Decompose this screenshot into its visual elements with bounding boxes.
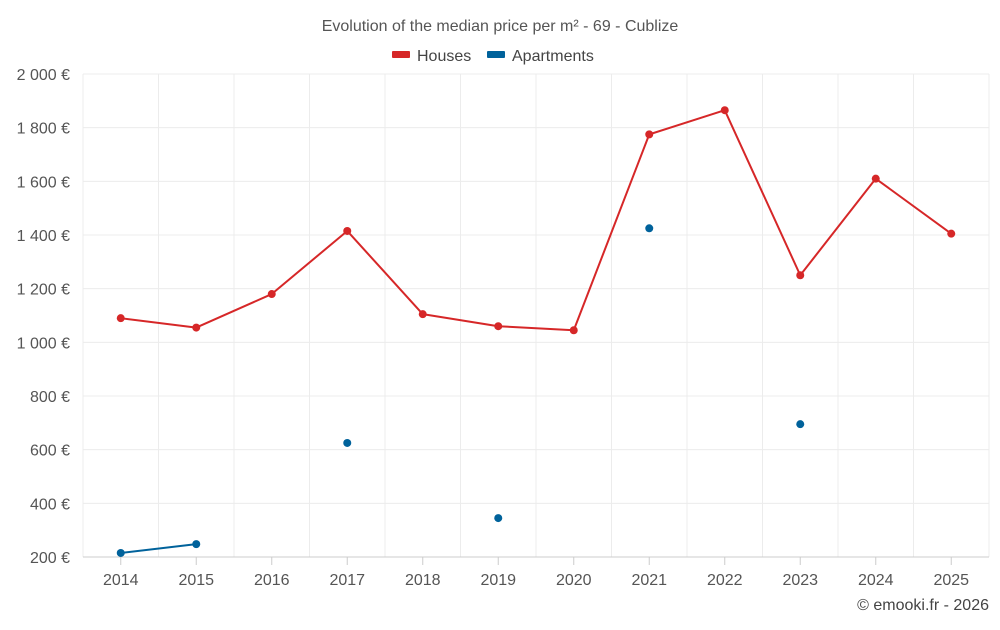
x-axis: 2014 2015 2016 2017 2018 2019 2020 2021 2022 2023… [83,556,989,589]
data-point-houses-2023[interactable] [796,271,805,280]
data-point-houses-2024[interactable] [871,174,880,183]
y-tick-label: 800 € [30,389,70,406]
credit-text: © emooki.fr - 2026 [857,597,989,614]
x-tick-label: 2019 [480,572,516,589]
x-tick-label: 2017 [329,572,365,589]
legend-swatch-apartments [487,51,505,58]
data-point-houses-2022[interactable] [720,106,729,115]
legend-swatch-houses [392,51,410,58]
legend-item-houses[interactable]: Houses [392,48,471,65]
data-point-houses-2016[interactable] [267,290,276,299]
data-point-houses-2018[interactable] [418,310,427,319]
data-point-houses-2020[interactable] [569,326,578,335]
x-tick-label: 2022 [707,572,743,589]
y-tick-label: 1 600 € [17,174,70,191]
series-apartments [116,224,805,557]
grid [82,73,990,558]
y-tick-label: 1 800 € [17,121,70,138]
y-tick-label: 1 400 € [17,228,70,245]
x-tick-label: 2016 [254,572,290,589]
legend: Houses Apartments [392,48,594,65]
x-tick-label: 2020 [556,572,592,589]
series-houses [116,106,956,335]
data-point-apartments-2014[interactable] [116,548,125,557]
x-tick-label: 2025 [933,572,969,589]
chart-title: Evolution of the median price per m² - 6… [322,18,679,35]
x-tick-label: 2023 [782,572,818,589]
y-tick-label: 1 200 € [17,282,70,299]
data-point-houses-2015[interactable] [192,323,201,332]
data-point-apartments-2023[interactable] [796,420,805,429]
data-point-houses-2019[interactable] [494,322,503,331]
data-point-apartments-2015[interactable] [192,540,201,549]
data-point-houses-2017[interactable] [343,226,352,235]
data-point-houses-2025[interactable] [947,229,956,238]
data-point-apartments-2019[interactable] [494,514,503,523]
x-tick-label: 2014 [103,572,139,589]
y-tick-label: 200 € [30,550,70,567]
data-point-apartments-2021[interactable] [645,224,654,233]
series-line-houses [120,109,952,332]
data-point-apartments-2017[interactable] [343,438,352,447]
data-point-houses-2021[interactable] [645,130,654,139]
x-tick-label: 2021 [631,572,667,589]
x-tick-label: 2015 [178,572,214,589]
series-line-apartments [120,543,197,554]
legend-item-apartments[interactable]: Apartments [487,48,594,65]
x-tick-label: 2018 [405,572,441,589]
series [116,106,956,557]
y-tick-label: 600 € [30,443,70,460]
data-point-houses-2014[interactable] [116,314,125,323]
legend-label-apartments: Apartments [512,48,594,65]
y-tick-label: 2 000 € [17,67,70,84]
y-tick-label: 400 € [30,496,70,513]
x-tick-label: 2024 [858,572,894,589]
y-axis: 200 € 400 € 600 € 800 € 1 000 € 1 200 € 1 400 … [17,67,70,567]
legend-label-houses: Houses [417,48,471,65]
y-tick-label: 1 000 € [17,335,70,352]
